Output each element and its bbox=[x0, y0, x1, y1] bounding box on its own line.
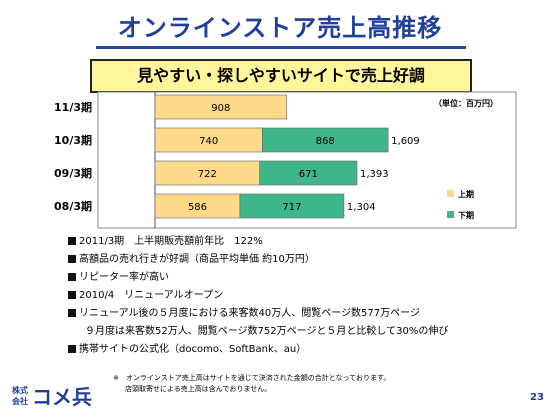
bar-second-half bbox=[239, 193, 345, 219]
bar-value-label: 717 bbox=[282, 202, 301, 213]
bullet-text: 2010/4 リニューアルオープン bbox=[79, 290, 224, 301]
bar-first-half bbox=[154, 127, 263, 153]
bullet-square-icon bbox=[68, 291, 76, 299]
chart-bars: 11/3期 908 10/3期 740 868 1,609 09/3期 722 671 1,393… bbox=[54, 94, 420, 219]
bullet-item: 2010/4 リニューアルオープン bbox=[68, 287, 538, 305]
legend-swatch bbox=[447, 190, 454, 197]
legend-label: 上期 bbox=[458, 189, 474, 199]
logo-wordmark: コメ兵 bbox=[32, 385, 92, 409]
slide-subtitle: 見やすい・探しやすいサイトで売上好調 bbox=[90, 59, 472, 93]
bullet-square-icon bbox=[68, 309, 76, 317]
bar-value-label: 586 bbox=[188, 202, 207, 213]
footnote-line: 店頭取寄せによる売上高は含んでおりません。 bbox=[125, 385, 272, 393]
bullet-text: 携帯サイトの公式化（docomo、SoftBank、au） bbox=[79, 344, 307, 355]
bullet-square-icon bbox=[68, 273, 76, 281]
slide-title: オンラインストア売上高推移 bbox=[117, 14, 443, 42]
bullet-square-icon bbox=[68, 345, 76, 353]
bar-value-label: 722 bbox=[198, 169, 217, 180]
bar-total-label: 1,609 bbox=[391, 136, 420, 147]
legend-swatch bbox=[447, 211, 454, 218]
bullet-square-icon bbox=[68, 255, 76, 263]
bar-value-label: 671 bbox=[299, 169, 318, 180]
bullet-item: リピーター率が高い bbox=[68, 269, 538, 287]
bullet-text: 高額品の売れ行きが好調（商品平均単価 約10万円） bbox=[79, 254, 315, 265]
chart-unit-label: （単位：百万円） bbox=[434, 98, 498, 108]
bar-value-label: 868 bbox=[316, 136, 335, 147]
bar-value-label: 740 bbox=[199, 136, 218, 147]
bullet-item: 2011/3期 上半期販売額前年比 122% bbox=[68, 233, 538, 251]
bar-total-label: 1,393 bbox=[360, 169, 389, 180]
category-label: 08/3期 bbox=[54, 199, 92, 213]
footnote: ※ オンラインストア売上高はサイトを通じて決済された金額の合計となっております。… bbox=[113, 373, 443, 395]
bar-total-label: 1,304 bbox=[347, 202, 376, 213]
bullet-list: 2011/3期 上半期販売額前年比 122% 高額品の売れ行きが好調（商品平均単… bbox=[68, 233, 538, 359]
title-underline bbox=[96, 46, 466, 49]
logo-prefix-top: 株式 bbox=[12, 385, 28, 395]
page-number: 23 bbox=[530, 392, 544, 403]
company-logo: 株式 会社 コメ兵 bbox=[12, 385, 92, 409]
bullet-text: リピーター率が高い bbox=[79, 272, 169, 283]
bar-first-half bbox=[154, 94, 287, 120]
logo-prefix-bottom: 会社 bbox=[12, 396, 28, 406]
bullet-item: リニューアル後の５月度における来客数40万人、閲覧ページ数577万ページ bbox=[68, 305, 538, 323]
bullet-square-icon bbox=[68, 237, 76, 245]
bullet-text: ９月度は来客数52万人、閲覧ページ数752万ページと５月と比較して30%の伸び bbox=[85, 326, 449, 337]
bar-second-half bbox=[261, 127, 389, 153]
bar-first-half bbox=[154, 193, 241, 219]
bullet-text: 2011/3期 上半期販売額前年比 122% bbox=[79, 236, 263, 247]
bar-value-label: 908 bbox=[211, 103, 230, 114]
footnote-line: ※ オンラインストア売上高はサイトを通じて決済された金額の合計となっております。 bbox=[113, 374, 391, 382]
legend-label: 下期 bbox=[458, 210, 474, 220]
bullet-item: 携帯サイトの公式化（docomo、SoftBank、au） bbox=[68, 341, 538, 359]
bar-second-half bbox=[259, 160, 358, 186]
bullet-continuation: ９月度は来客数52万人、閲覧ページ数752万ページと５月と比較して30%の伸び bbox=[68, 323, 538, 341]
bullet-text: リニューアル後の５月度における来客数40万人、閲覧ページ数577万ページ bbox=[79, 308, 420, 319]
bullet-item: 高額品の売れ行きが好調（商品平均単価 約10万円） bbox=[68, 251, 538, 269]
category-label: 11/3期 bbox=[54, 100, 92, 114]
category-label: 09/3期 bbox=[54, 166, 92, 180]
category-label: 10/3期 bbox=[54, 133, 92, 147]
